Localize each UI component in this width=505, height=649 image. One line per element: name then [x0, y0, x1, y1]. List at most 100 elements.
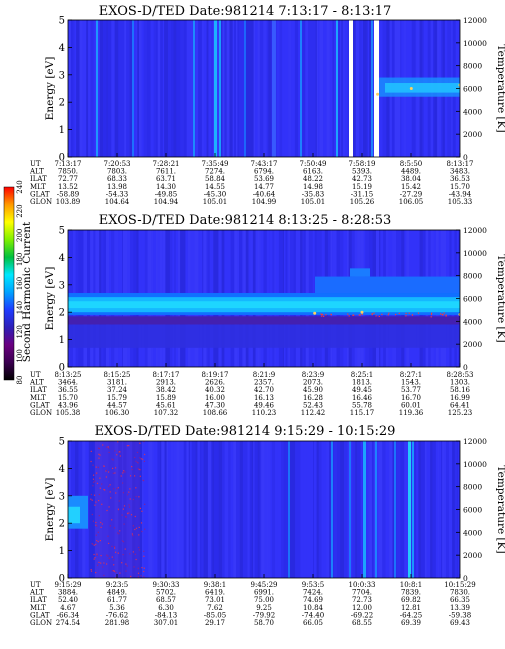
- panel-2-cell: 112.42: [301, 409, 326, 417]
- panel-1-cell: 7:50:49: [300, 160, 327, 168]
- colorbar: 80 100 120 140 160 180 200 220 240 Second Harmon…: [3, 180, 33, 384]
- panel-1-row-label-mlt: MLT: [30, 183, 46, 191]
- panel-3-cell: 66.05: [303, 619, 323, 627]
- panel-1-cell: 15.42: [401, 183, 421, 191]
- panel-2-cell: 2626.: [205, 379, 225, 387]
- panel-2-ytick-0: 0: [59, 363, 65, 374]
- colorbar-tick-2: 120: [16, 325, 24, 338]
- panel-1-ytick-5: 5: [59, 16, 65, 27]
- panel-2-cell: 53.77: [401, 386, 421, 394]
- panel-3-ytick-4: 4: [59, 464, 65, 475]
- panel-3-y2tick-6000: 6000: [463, 506, 482, 515]
- panel-1-cell: 7:13:17: [55, 160, 82, 168]
- panel-1-cell: 14.98: [303, 183, 323, 191]
- panel-1-y2tick-10000: 10000: [463, 39, 487, 48]
- panel-1-cell: 14.30: [156, 183, 176, 191]
- panel-2-cell: 44.57: [107, 401, 127, 409]
- panel-1-ytick-1: 1: [59, 125, 65, 136]
- panel-3-y2tick-2000: 2000: [463, 551, 482, 560]
- panel-1-ylabel: Energy [eV]: [44, 57, 56, 121]
- panel-1-cell: -35.83: [302, 190, 324, 198]
- panel-2-cell: 8:15:25: [104, 371, 131, 379]
- panel-3-cell: -64.25: [400, 611, 422, 619]
- panel-1-ytick-3: 3: [59, 70, 65, 81]
- panel-1-cell: 42.73: [352, 175, 372, 183]
- panel-2-cell: 49.45: [352, 386, 372, 394]
- panel-2-cell: 1543.: [401, 379, 421, 387]
- panel-2-cell: 2357.: [254, 379, 274, 387]
- colorbar-tick-0: 80: [16, 376, 24, 385]
- panel-2-cell: 1813.: [352, 379, 372, 387]
- panel-1-cell: -54.33: [106, 190, 128, 198]
- panel-1-ytick-2: 2: [59, 98, 65, 109]
- panel-1-cell: 68.33: [107, 175, 127, 183]
- panel-1-cell: 13.98: [107, 183, 127, 191]
- panel-1-cell: 14.55: [205, 183, 225, 191]
- panel-3-cell: 75.00: [254, 596, 274, 604]
- panel-3-cell: 61.77: [107, 596, 127, 604]
- panel-1-cell: 63.71: [156, 175, 176, 183]
- panel-2-cell: 40.32: [205, 386, 225, 394]
- panel-1-cell: 13.52: [58, 183, 78, 191]
- panel-2-cell: 125.23: [448, 409, 473, 417]
- panel-2-cell: 8:13:25: [55, 371, 82, 379]
- panel-3-cell: 10:8:1: [400, 581, 423, 589]
- panel-3-cell: -74.40: [302, 611, 324, 619]
- panel-2-row-label-alt: ALT: [29, 379, 44, 387]
- panel-1-cell: 3483.: [450, 168, 470, 176]
- panel-3-cell: 69.82: [401, 596, 421, 604]
- panel-1-cell: 14.77: [254, 183, 274, 191]
- panel-3-spectrogram: [68, 441, 460, 578]
- panel-3-ytick-0: 0: [59, 574, 65, 585]
- panel-1-y2tick-8000: 8000: [463, 62, 482, 71]
- panel-3-cell: 10.84: [303, 604, 324, 612]
- panel-1-cell: 105.26: [350, 198, 375, 206]
- panel-1-cell: 106.05: [399, 198, 424, 206]
- panel-1-cell: 6163.: [303, 168, 323, 176]
- panel-3-ytick-2: 2: [59, 519, 65, 530]
- panel-2-spectrogram: [68, 230, 460, 367]
- panel-3-cell: -79.92: [253, 611, 275, 619]
- panel-2-cell: 107.32: [154, 409, 179, 417]
- panel-1-cell: -31.15: [351, 190, 373, 198]
- panel-3: EXOS-D/TED Date:981214 9:15:29 - 10:15:2…: [29, 424, 505, 627]
- panel-3-ytick-3: 3: [59, 491, 65, 502]
- panel-2-y2label: Temperature [K]: [495, 254, 505, 342]
- panel-3-cell: 307.01: [154, 619, 179, 627]
- panel-2-cell: 52.43: [303, 401, 323, 409]
- colorbar-ticks: 80 100 120 140 160 180 200 220 240: [16, 180, 24, 384]
- panel-2-cell: 42.70: [254, 386, 274, 394]
- panel-3-cell: 6991.: [254, 589, 274, 597]
- panel-1-cell: 8:13:17: [447, 160, 474, 168]
- panel-1-cell: 7:28:21: [153, 160, 180, 168]
- panel-1-y2tick-4000: 4000: [463, 107, 482, 116]
- panel-2-cell: 8:17:17: [153, 371, 180, 379]
- panel-3-cell: 10:0:33: [349, 581, 376, 589]
- panel-3-cell: 7839.: [401, 589, 421, 597]
- panel-2-y2tick-0: 0: [463, 363, 468, 372]
- panel-3-cell: 5.36: [109, 604, 125, 612]
- panel-3-cell: 274.54: [56, 619, 81, 627]
- panel-1-cell: 53.69: [254, 175, 274, 183]
- panel-3-cell: 9:45:29: [251, 581, 278, 589]
- panel-3-ytick-1: 1: [59, 546, 65, 557]
- panel-1-row-label-ut: UT: [30, 160, 41, 168]
- panel-2-cell: 15.89: [156, 394, 176, 402]
- panel-1-cell: -45.30: [204, 190, 226, 198]
- panel-1-y2tick-12000: 12000: [463, 16, 487, 25]
- panel-2-y2tick-10000: 10000: [463, 249, 487, 258]
- panel-1-spectrogram: [68, 20, 460, 157]
- panel-3-row-label-ut: UT: [30, 581, 41, 589]
- panel-3-cell: 9:53:5: [302, 581, 325, 589]
- panel-3-cell: 7704.: [352, 589, 372, 597]
- panel-3-cell: 9.25: [256, 604, 272, 612]
- panel-1-cell: 58.84: [205, 175, 226, 183]
- panel-3-cell: 69.39: [401, 619, 421, 627]
- panel-3-cell: -66.34: [57, 611, 80, 619]
- panel-2-cell: 115.17: [350, 409, 375, 417]
- panel-2-cell: 8:27:1: [400, 371, 423, 379]
- panel-1-y2label: Temperature [K]: [495, 44, 505, 132]
- panel-2-ytick-4: 4: [59, 253, 65, 264]
- panel-1-cell: 6794.: [254, 168, 274, 176]
- panel-2-cell: 45.90: [303, 386, 323, 394]
